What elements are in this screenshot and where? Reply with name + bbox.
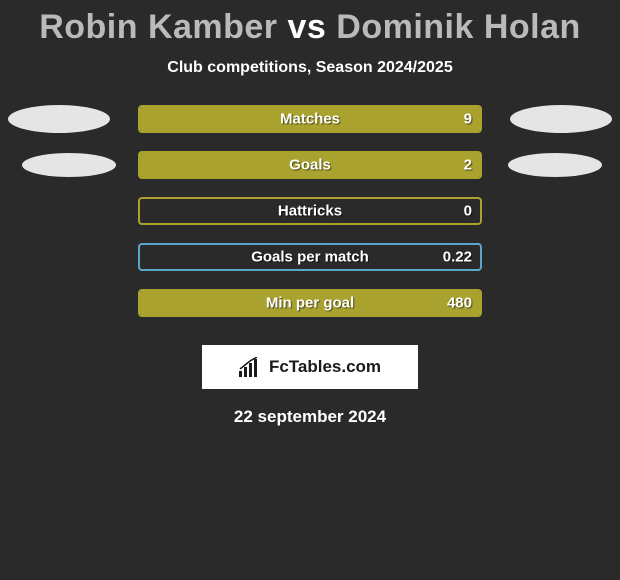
- stat-label: Hattricks: [140, 203, 480, 220]
- stat-row: Hattricks0: [8, 197, 612, 225]
- stat-row: Goals per match0.22: [8, 243, 612, 271]
- stat-value: 0.22: [443, 249, 472, 266]
- stat-row: Min per goal480: [8, 289, 612, 317]
- date-text: 22 september 2024: [0, 407, 620, 427]
- stat-row: Matches9: [8, 105, 612, 133]
- stat-value: 9: [464, 111, 472, 128]
- subtitle: Club competitions, Season 2024/2025: [0, 59, 620, 77]
- stat-value: 0: [464, 203, 472, 220]
- right-ellipse: [510, 105, 612, 133]
- brand-badge: FcTables.com: [202, 345, 418, 389]
- stat-row: Goals2: [8, 151, 612, 179]
- right-ellipse: [508, 153, 602, 177]
- left-ellipse: [22, 153, 116, 177]
- stat-bar: Goals per match0.22: [138, 243, 482, 271]
- left-ellipse: [8, 105, 110, 133]
- stat-value: 2: [464, 157, 472, 174]
- stat-bar: Hattricks0: [138, 197, 482, 225]
- title-vs: vs: [288, 8, 327, 46]
- stat-bar: Min per goal480: [138, 289, 482, 317]
- brand-logo-icon: [239, 357, 263, 377]
- root: Robin Kamber vs Dominik Holan Club compe…: [0, 0, 620, 427]
- stat-value: 480: [447, 295, 472, 312]
- title-player2: Dominik Holan: [336, 8, 581, 46]
- stat-bar: Matches9: [138, 105, 482, 133]
- page-title: Robin Kamber vs Dominik Holan: [0, 8, 620, 47]
- stat-label: Goals: [140, 157, 480, 174]
- title-player1: Robin Kamber: [39, 8, 277, 46]
- stat-label: Min per goal: [140, 295, 480, 312]
- stat-bar: Goals2: [138, 151, 482, 179]
- stat-label: Matches: [140, 111, 480, 128]
- stats-rows: Matches9Goals2Hattricks0Goals per match0…: [0, 105, 620, 317]
- stat-label: Goals per match: [140, 249, 480, 266]
- brand-text: FcTables.com: [269, 357, 381, 377]
